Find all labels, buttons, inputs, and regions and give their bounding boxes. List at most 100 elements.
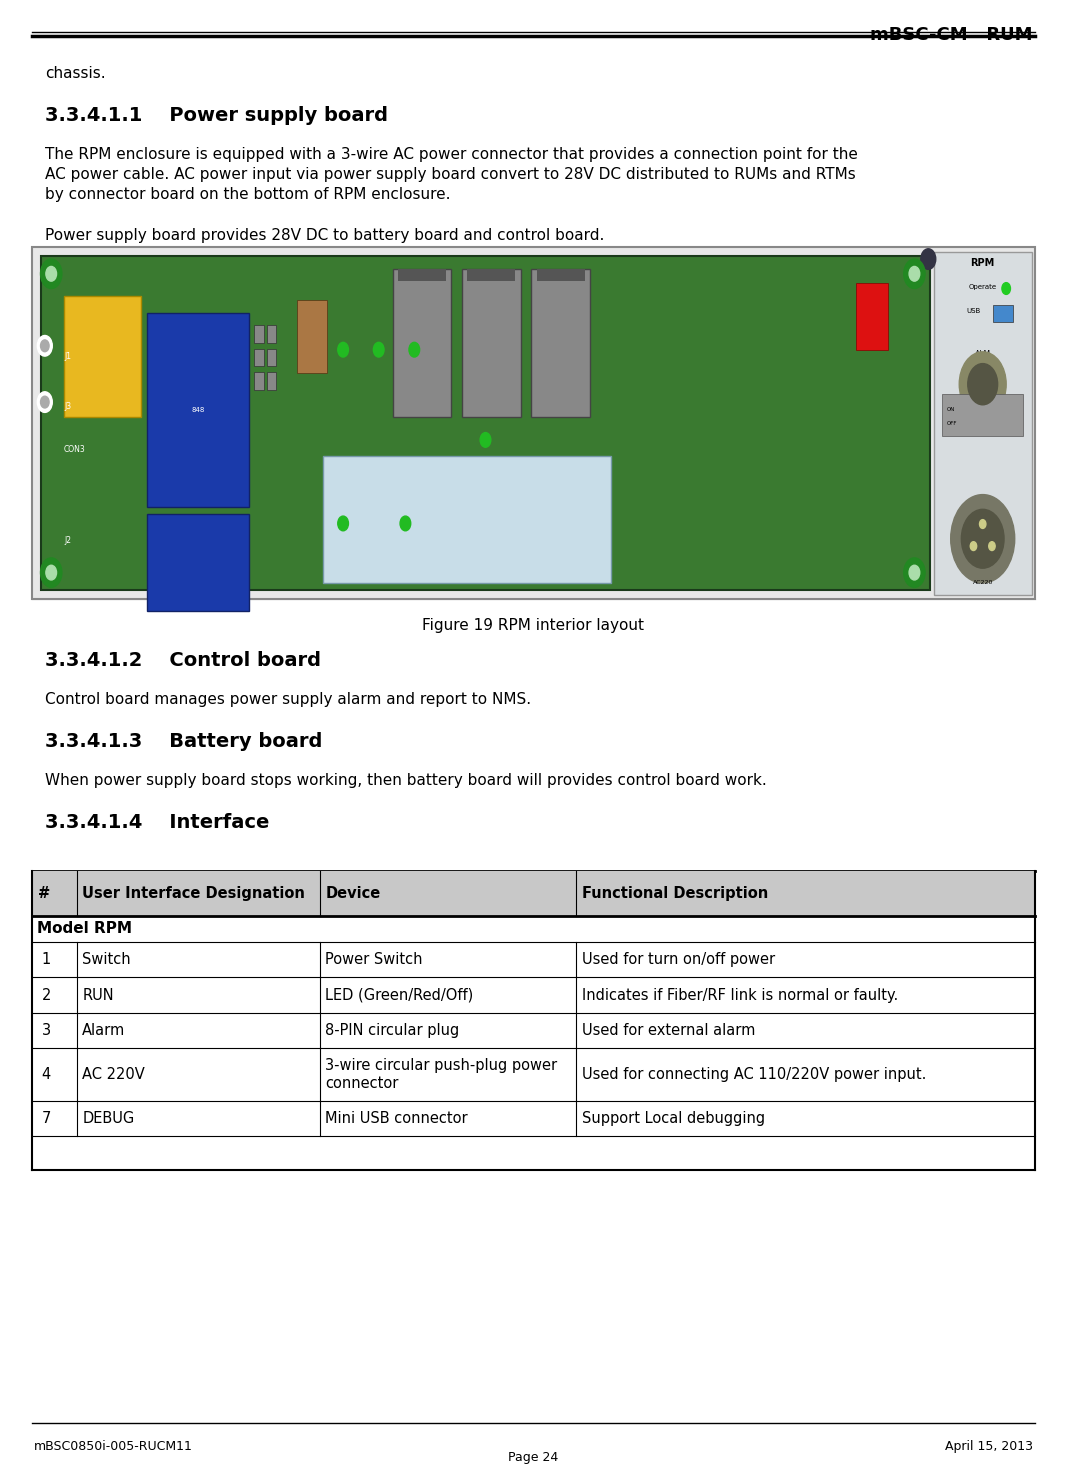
Circle shape [373, 343, 384, 358]
Circle shape [41, 396, 49, 408]
Text: 7: 7 [42, 1111, 51, 1126]
Bar [942, 394, 1023, 436]
Circle shape [338, 343, 349, 358]
Circle shape [37, 392, 52, 412]
Text: When power supply board stops working, then battery board will provides control : When power supply board stops working, t… [45, 773, 766, 788]
Text: 4: 4 [42, 1067, 51, 1082]
Text: ALM: ALM [974, 350, 991, 359]
Bar [32, 871, 1035, 916]
Bar [323, 456, 611, 583]
Text: Used for turn on/off power: Used for turn on/off power [582, 952, 775, 967]
Text: 2: 2 [42, 988, 51, 1002]
Circle shape [338, 517, 349, 531]
Text: Figure 19 RPM interior layout: Figure 19 RPM interior layout [423, 618, 644, 633]
Circle shape [37, 336, 52, 356]
Circle shape [970, 542, 976, 551]
Text: AC220: AC220 [972, 580, 993, 584]
Text: OFF: OFF [946, 421, 957, 427]
Bar [41, 256, 930, 590]
Circle shape [959, 352, 1006, 417]
Circle shape [46, 266, 57, 281]
Bar [993, 305, 1013, 322]
Text: J2: J2 [64, 536, 71, 545]
Text: CON3: CON3 [64, 446, 85, 455]
Bar [393, 269, 451, 417]
Text: DEBUG: DEBUG [82, 1111, 134, 1126]
Text: Used for connecting AC 110/220V power input.: Used for connecting AC 110/220V power in… [582, 1067, 926, 1082]
Text: Mini USB connector: Mini USB connector [325, 1111, 468, 1126]
Text: LED (Green/Red/Off): LED (Green/Red/Off) [325, 988, 474, 1002]
Circle shape [480, 433, 491, 447]
Bar [254, 349, 264, 367]
Bar [467, 269, 515, 281]
Bar [856, 283, 888, 350]
Text: 3: 3 [42, 1023, 51, 1038]
Text: J1: J1 [64, 352, 71, 361]
Text: ON: ON [946, 406, 955, 412]
Text: Support Local debugging: Support Local debugging [582, 1111, 765, 1126]
Bar [398, 269, 446, 281]
Text: 3.3.4.1.3    Battery board: 3.3.4.1.3 Battery board [45, 732, 322, 751]
Text: AC 220V: AC 220V [82, 1067, 145, 1082]
Bar [64, 296, 141, 417]
Text: 848: 848 [191, 406, 205, 412]
Text: April 15, 2013: April 15, 2013 [945, 1440, 1033, 1453]
Circle shape [46, 565, 57, 580]
Bar [254, 372, 264, 390]
Text: Device: Device [325, 886, 381, 901]
Text: RUN: RUN [82, 988, 114, 1002]
Bar [32, 247, 1035, 599]
Circle shape [968, 364, 998, 405]
Text: Indicates if Fiber/RF link is normal or faulty.: Indicates if Fiber/RF link is normal or … [582, 988, 897, 1002]
Text: chassis.: chassis. [45, 66, 106, 81]
Bar [267, 372, 276, 390]
Circle shape [909, 266, 920, 281]
Bar [462, 269, 521, 417]
Circle shape [921, 249, 936, 269]
Text: The RPM enclosure is equipped with a 3-wire AC power connector that provides a c: The RPM enclosure is equipped with a 3-w… [45, 147, 858, 202]
Circle shape [989, 542, 996, 551]
Text: Power supply board provides 28V DC to battery board and control board.: Power supply board provides 28V DC to ba… [45, 228, 604, 243]
Text: 3-wire circular push-plug power
connector: 3-wire circular push-plug power connecto… [325, 1058, 558, 1091]
Text: USB: USB [967, 308, 981, 314]
Text: Switch: Switch [82, 952, 131, 967]
Circle shape [400, 517, 411, 531]
Circle shape [1002, 283, 1010, 294]
Text: Model RPM: Model RPM [37, 921, 132, 936]
Text: 1: 1 [42, 952, 51, 967]
Text: Operate: Operate [969, 284, 997, 290]
Bar [297, 300, 327, 372]
Bar [147, 514, 249, 611]
Circle shape [409, 343, 419, 358]
Text: RPM: RPM [971, 258, 994, 268]
Circle shape [980, 520, 986, 528]
Circle shape [951, 495, 1015, 583]
Text: mBSC0850i-005-RUCM11: mBSC0850i-005-RUCM11 [34, 1440, 193, 1453]
Bar [267, 325, 276, 343]
Text: #: # [38, 886, 50, 901]
Text: Alarm: Alarm [82, 1023, 126, 1038]
Bar [147, 314, 249, 506]
Bar [934, 252, 1032, 595]
Text: Page 24: Page 24 [508, 1451, 559, 1465]
Text: Functional Description: Functional Description [582, 886, 768, 901]
Circle shape [41, 340, 49, 352]
Circle shape [909, 565, 920, 580]
Text: User Interface Designation: User Interface Designation [82, 886, 305, 901]
Text: Used for external alarm: Used for external alarm [582, 1023, 754, 1038]
Bar [531, 269, 590, 417]
Text: Power Switch: Power Switch [325, 952, 423, 967]
Circle shape [904, 259, 925, 289]
Text: mBSC-CM   RUM: mBSC-CM RUM [871, 26, 1033, 44]
Circle shape [904, 558, 925, 587]
Bar [537, 269, 585, 281]
Bar [254, 325, 264, 343]
Bar [267, 349, 276, 367]
Circle shape [961, 509, 1004, 568]
Circle shape [41, 558, 62, 587]
Text: 3.3.4.1.4    Interface: 3.3.4.1.4 Interface [45, 813, 269, 832]
Text: 3.3.4.1.2    Control board: 3.3.4.1.2 Control board [45, 651, 321, 670]
Circle shape [41, 259, 62, 289]
Text: 8-PIN circular plug: 8-PIN circular plug [325, 1023, 460, 1038]
Text: Control board manages power supply alarm and report to NMS.: Control board manages power supply alarm… [45, 692, 531, 707]
